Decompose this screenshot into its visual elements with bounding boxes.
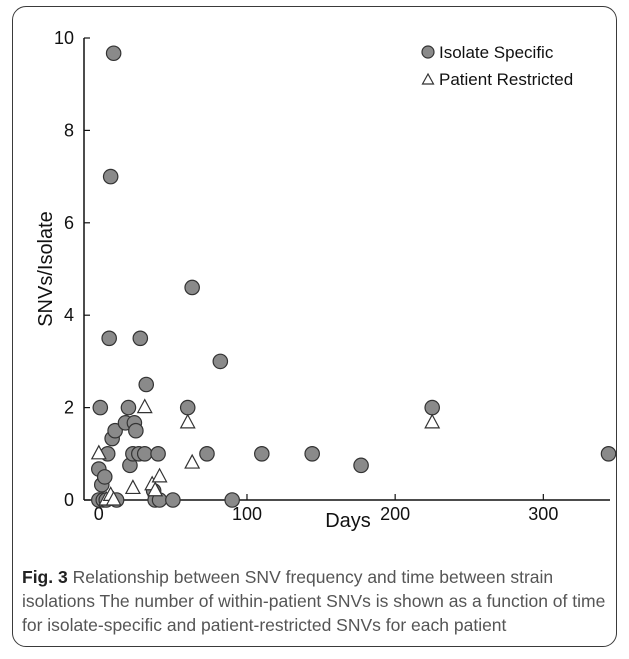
y-axis-title: SNVs/Isolate	[35, 211, 57, 327]
isolate-specific-point	[102, 168, 119, 185]
x-tick-label: 100	[232, 504, 262, 524]
isolate-specific-point	[304, 445, 320, 462]
y-tick-label: 2	[64, 398, 74, 418]
legend-label-isolate-specific: Isolate Specific	[439, 43, 554, 62]
isolate-specific-point	[199, 445, 215, 462]
data-points	[90, 45, 617, 508]
isolate-specific-point	[179, 399, 196, 416]
legend-marker-patient-restricted	[421, 72, 435, 85]
x-ticks: 0 100 200 300	[94, 494, 558, 524]
x-axis-title: Days	[325, 510, 371, 532]
x-tick-label: 0	[94, 504, 104, 524]
figure-frame	[12, 6, 617, 647]
x-tick-label: 300	[528, 504, 558, 524]
y-tick-label: 10	[54, 28, 74, 48]
isolate-specific-point	[165, 492, 181, 508]
patient-restricted-point	[124, 479, 141, 495]
isolate-specific-point	[254, 445, 270, 462]
isolate-specific-point	[107, 422, 123, 439]
figure-label: Fig. 3	[22, 567, 68, 587]
isolate-specific-point	[136, 445, 153, 462]
y-tick-label: 4	[64, 305, 74, 325]
isolate-specific-point	[138, 376, 155, 393]
isolate-specific-point	[184, 279, 200, 296]
caption-text: Relationship between SNV frequency and t…	[22, 567, 606, 635]
isolate-specific-point	[353, 457, 369, 474]
isolate-specific-point	[424, 399, 440, 416]
plot-area: 0 2 4 6 8 10 0 100 200 300	[54, 28, 617, 524]
patient-restricted-point	[90, 444, 107, 460]
legend: Isolate Specific Patient Restricted	[421, 43, 573, 89]
isolate-specific-point	[105, 45, 122, 62]
isolate-specific-point	[212, 353, 229, 370]
isolate-specific-point	[92, 399, 109, 416]
legend-marker-isolate-specific	[421, 45, 435, 59]
isolate-specific-point	[150, 445, 166, 462]
x-tick-label: 200	[380, 504, 410, 524]
patient-restricted-point	[184, 453, 201, 469]
patient-restricted-point	[424, 413, 441, 429]
patient-restricted-point	[105, 490, 122, 506]
patient-restricted-point	[179, 413, 196, 429]
legend-label-patient-restricted: Patient Restricted	[439, 70, 573, 89]
patient-restricted-point	[136, 398, 153, 414]
isolate-specific-point	[132, 330, 149, 347]
isolate-specific-point	[101, 330, 117, 347]
isolate-specific-point	[96, 469, 113, 485]
scatter-chart: 0 2 4 6 8 10 0 100 200 300 Days SNVs/Isolate Iso…	[35, 28, 617, 532]
patient-restricted-point	[151, 467, 168, 483]
isolate-specific-point	[120, 399, 137, 416]
patient-restricted-point	[147, 481, 164, 497]
isolate-specific-point	[600, 445, 617, 462]
figure-caption: Fig. 3 Relationship between SNV frequenc…	[22, 565, 610, 637]
isolate-specific-point	[128, 422, 144, 439]
y-tick-label: 0	[64, 490, 74, 510]
y-tick-label: 8	[64, 120, 74, 140]
isolate-specific-point	[224, 492, 240, 508]
y-tick-label: 6	[64, 213, 74, 233]
y-ticks: 0 2 4 6 8 10	[54, 28, 90, 510]
